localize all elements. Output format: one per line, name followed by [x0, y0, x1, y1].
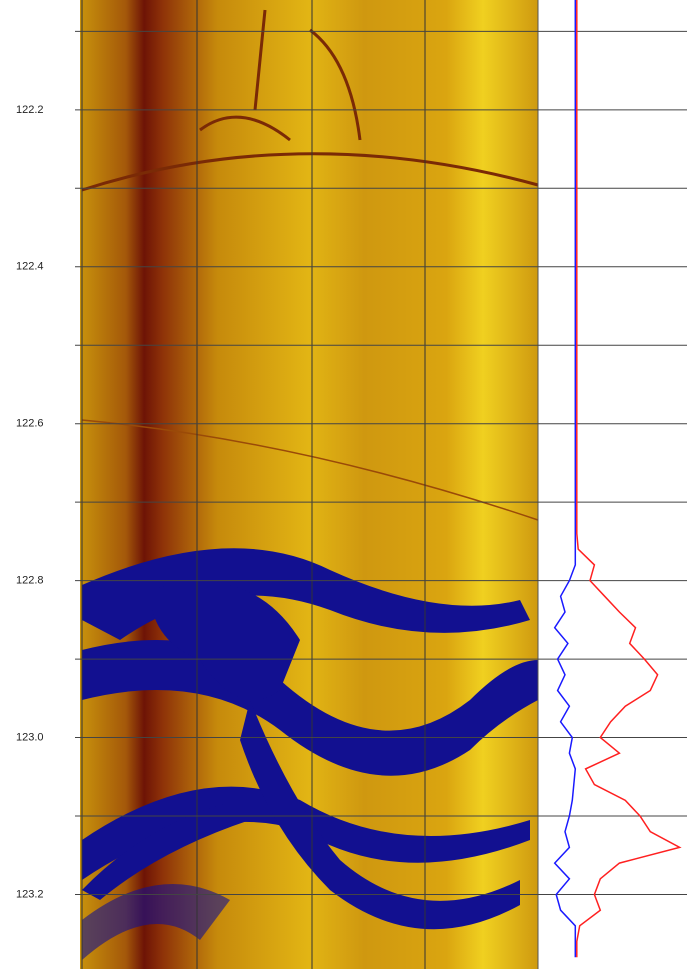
fracture-trace [81, 152, 539, 192]
y-tick-label: 122.4 [16, 261, 44, 273]
fracture-trace [199, 115, 291, 142]
dark-feature [240, 700, 520, 930]
fracture-trace [253, 9, 362, 141]
dark-feature [82, 884, 230, 960]
y-tick-label: 123.2 [16, 888, 44, 900]
dark-feature [82, 800, 250, 900]
fracture-trace [81, 419, 539, 521]
y-tick-label: 123.0 [16, 731, 44, 743]
dark-feature [82, 640, 538, 776]
log-curve [553, 0, 577, 958]
y-tick-label: 122.2 [16, 104, 44, 116]
dark-feature [150, 581, 300, 700]
y-tick-label: 122.8 [16, 575, 44, 587]
log-curve [576, 0, 682, 958]
dark-feature [82, 548, 530, 640]
borehole-image [80, 0, 539, 969]
y-tick-label: 122.6 [16, 418, 44, 430]
